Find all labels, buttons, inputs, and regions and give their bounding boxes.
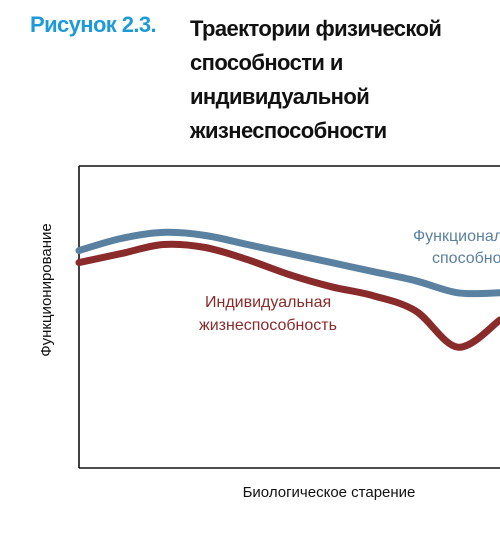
figure-title-line: жизнеспособности: [190, 118, 387, 143]
figure-title-line: Траектории физической: [190, 16, 442, 41]
figure-title-line: способности и: [190, 50, 343, 75]
series-line-intrinsic-capacity: [75, 240, 500, 351]
figure-label: Рисунок 2.3.: [30, 12, 157, 37]
series-label-functional-line-2: способно: [432, 250, 500, 267]
series-label-functional-line-1: Функционал: [413, 228, 500, 245]
figure-title-line: индивидуальной: [190, 84, 370, 109]
figure-title: Траектории физической способности и инди…: [190, 12, 500, 148]
series-line-functional-capacity: [75, 228, 500, 298]
series-label-intrinsic-line-1: Индивидуальная: [205, 294, 331, 311]
x-axis-label: Биологическое старение: [243, 484, 416, 501]
series-label-intrinsic-line-2: жизнеспособность: [199, 317, 337, 334]
y-axis-label: Функционирование: [38, 223, 55, 357]
